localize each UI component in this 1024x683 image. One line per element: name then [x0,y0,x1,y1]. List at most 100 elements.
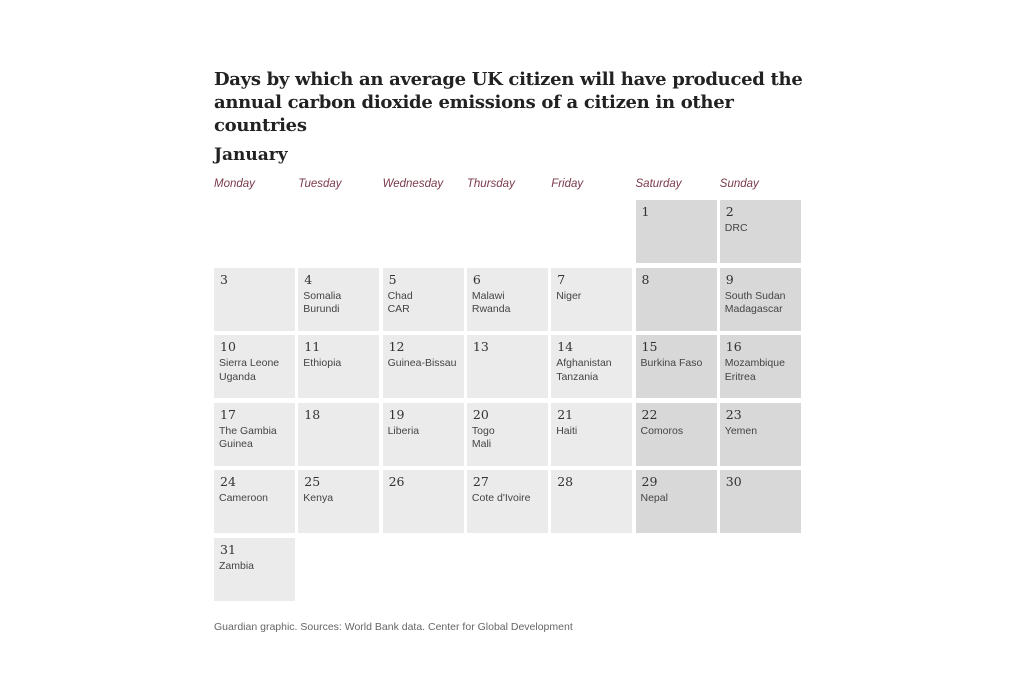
day-number: 20 [472,406,489,422]
day-cell: 22 Comoros [635,402,719,466]
day-cell: 8 [635,267,717,331]
day-cell: 28 [551,470,633,533]
country-label: Niger [556,289,582,302]
country-list: South Sudan Madagascar [725,290,803,317]
day-cell: 25 Kenya [298,470,381,533]
day-cell: 16 Mozambique Eritrea [719,335,803,398]
day-number: 18 [304,406,321,422]
country-label: Nepal [640,492,668,504]
day-number: 17 [220,406,236,422]
country-label: Rwanda [471,303,511,315]
country-list: Nepal [641,492,719,506]
day-cell: 31 Zambia [214,537,295,601]
country-list: The Gambia Guinea [219,425,297,452]
day-number: 16 [725,339,742,354]
country-list: Mozambique Eritrea [725,357,803,384]
day-cell: 29 Nepal [635,470,719,533]
day-number: 23 [725,406,742,422]
country-list: Somalia Burundi [303,290,381,317]
weekday-label: Saturday [635,178,682,190]
day-number: 31 [220,541,236,557]
day-number: 10 [220,339,236,354]
day-number: 15 [641,339,658,354]
day-number: 1 [641,204,650,219]
day-number: 11 [304,339,321,354]
day-number: 4 [304,271,313,287]
country-label: The Gambia [219,424,277,437]
weekday-label: Wednesday [382,178,444,190]
day-number: 27 [472,474,489,489]
day-number: 3 [220,271,228,287]
weekday-label: Friday [551,178,584,190]
country-label: Kenya [303,492,334,504]
country-label: Guinea [219,438,253,450]
day-cell: 23 Yemen [719,402,803,466]
day-number: 9 [725,271,734,287]
country-label: Comoros [640,424,684,437]
country-label: Burkina Faso [640,357,703,369]
day-cell: 10 Sierra Leone Uganda [214,335,295,398]
country-list: Haiti [556,425,634,439]
day-cell: 9 South Sudan Madagascar [719,267,803,331]
country-label: Madagascar [724,303,783,315]
day-cell: 15 Burkina Faso [635,335,719,398]
day-cell: 12 Guinea-Bissau [382,335,466,398]
day-cell: 20 Togo Mali [466,402,550,466]
month-heading: January [214,145,288,165]
country-label: Mozambique [724,357,785,369]
day-number: 13 [472,339,489,354]
day-number: 24 [220,474,236,489]
day-cell: 17 The Gambia Guinea [214,402,297,466]
weekday-header: Monday Tuesday Wednesday Thursday Friday Satu… [214,178,806,194]
day-cell: 6 Malawi Rwanda [466,267,550,331]
day-number: 26 [388,474,405,489]
country-list: Niger [556,290,634,304]
day-cell: 19 Liberia [382,402,466,466]
country-label: South Sudan [724,289,786,302]
day-number: 8 [641,271,650,287]
country-list: Malawi Rwanda [472,290,550,317]
day-number: 28 [557,474,574,489]
day-number: 5 [388,271,397,287]
country-list: Liberia [388,425,466,439]
day-cell: 1 [635,200,717,263]
day-number: 30 [725,474,742,489]
country-list: Afghanistan Tanzania [556,357,634,384]
day-number: 12 [388,339,405,354]
country-label: DRC [724,222,748,234]
country-list: Cameroon [219,492,297,506]
day-number: 7 [557,271,566,287]
country-list: Yemen [725,425,803,439]
country-label: Afghanistan [556,357,612,369]
day-cell: 3 [214,267,295,331]
country-label: Cameroon [219,492,269,504]
country-label: Burundi [303,303,340,315]
country-list: Sierra Leone Uganda [219,357,297,384]
country-label: Cote d'Ivoire [471,492,531,504]
day-number: 2 [725,204,734,219]
day-number: 6 [472,271,481,287]
country-list: Guinea-Bissau [388,357,466,371]
country-label: Guinea-Bissau [387,357,457,369]
country-list: Burkina Faso [641,357,719,371]
day-cell: 2 DRC [719,200,801,263]
day-cell: 4 Somalia Burundi [298,267,381,331]
country-label: Sierra Leone [219,357,280,369]
country-label: Tanzania [556,370,599,383]
country-list: Kenya [303,492,381,506]
country-list: Chad CAR [388,290,466,317]
weekday-label: Sunday [719,178,759,190]
country-list: Comoros [641,425,719,439]
day-cell: 24 Cameroon [214,470,295,533]
day-number: 25 [304,474,321,489]
country-label: Mali [471,438,492,450]
country-label: Haiti [556,424,578,437]
weekday-label: Thursday [466,178,515,190]
day-number: 22 [641,406,658,422]
country-list: Cote d'Ivoire [472,492,550,506]
country-list: Togo Mali [472,425,550,452]
country-label: Somalia [303,289,342,302]
day-cell: 18 [298,402,380,466]
day-cell: 14 Afghanistan Tanzania [551,335,634,398]
country-label: Zambia [219,559,255,572]
